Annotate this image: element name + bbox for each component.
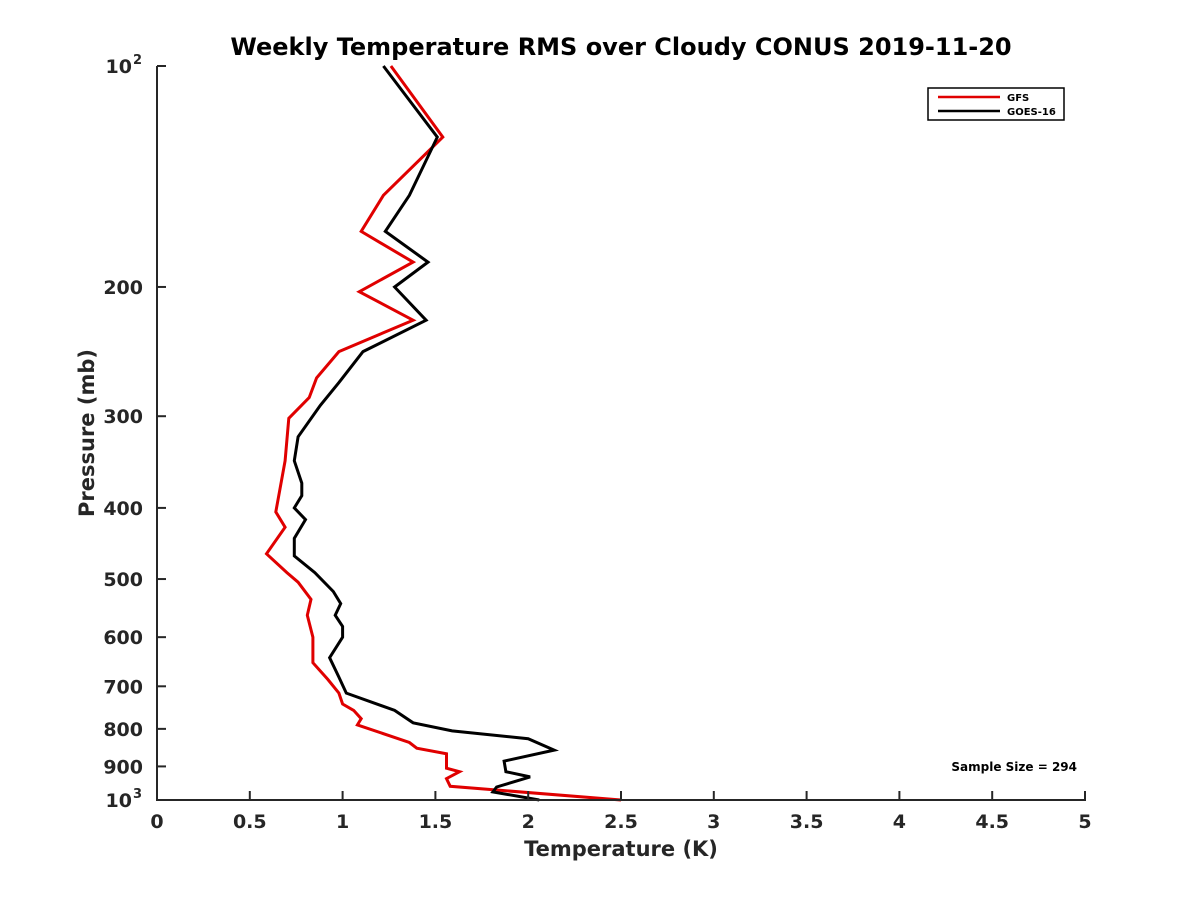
x-tick-label: 0 bbox=[150, 811, 163, 833]
x-tick-label: 1.5 bbox=[419, 811, 453, 833]
x-tick-label: 3.5 bbox=[790, 811, 824, 833]
y-tick-label: 700 bbox=[103, 676, 143, 698]
y-tick-label: 10 bbox=[106, 790, 132, 812]
x-tick-label: 3 bbox=[707, 811, 720, 833]
y-axis-label: Pressure (mb) bbox=[75, 349, 99, 517]
legend-label-gfs: GFS bbox=[1007, 93, 1029, 104]
x-tick-label: 5 bbox=[1078, 811, 1091, 833]
x-axis-ticks: 0 0.5 1 1.5 2 2.5 3 3.5 4 4.5 5 bbox=[150, 791, 1092, 833]
y-tick-exponent: 3 bbox=[133, 787, 142, 802]
y-tick-label: 10 bbox=[106, 56, 132, 78]
legend-box bbox=[927, 87, 1065, 121]
series-layer bbox=[264, 65, 622, 802]
sample-size-annotation: Sample Size = 294 bbox=[951, 760, 1077, 774]
legend-label-goes16: GOES-16 bbox=[1007, 107, 1056, 118]
x-tick-label: 4.5 bbox=[975, 811, 1009, 833]
series-line-goes16 bbox=[292, 65, 560, 802]
x-tick-label: 0.5 bbox=[233, 811, 267, 833]
y-tick-label: 400 bbox=[103, 498, 143, 520]
y-tick-label: 800 bbox=[103, 719, 143, 741]
y-tick-exponent: 2 bbox=[133, 53, 142, 68]
x-tick-label: 4 bbox=[893, 811, 906, 833]
y-tick-label: 900 bbox=[103, 756, 143, 778]
x-tick-label: 2.5 bbox=[604, 811, 638, 833]
y-tick-label: 500 bbox=[103, 569, 143, 591]
plot-area: 0 0.5 1 1.5 2 2.5 3 3.5 4 4.5 5 10 2200300400500600… bbox=[103, 53, 1091, 833]
chart-title: Weekly Temperature RMS over Cloudy CONUS… bbox=[230, 33, 1011, 61]
y-tick-label: 200 bbox=[103, 277, 143, 299]
legend: GFS GOES-16 bbox=[927, 87, 1065, 121]
series-line-gfs bbox=[264, 65, 622, 802]
x-tick-label: 2 bbox=[522, 811, 535, 833]
y-tick-label: 600 bbox=[103, 627, 143, 649]
x-tick-label: 1 bbox=[336, 811, 349, 833]
x-axis-label: Temperature (K) bbox=[524, 837, 718, 861]
y-tick-label: 300 bbox=[103, 406, 143, 428]
